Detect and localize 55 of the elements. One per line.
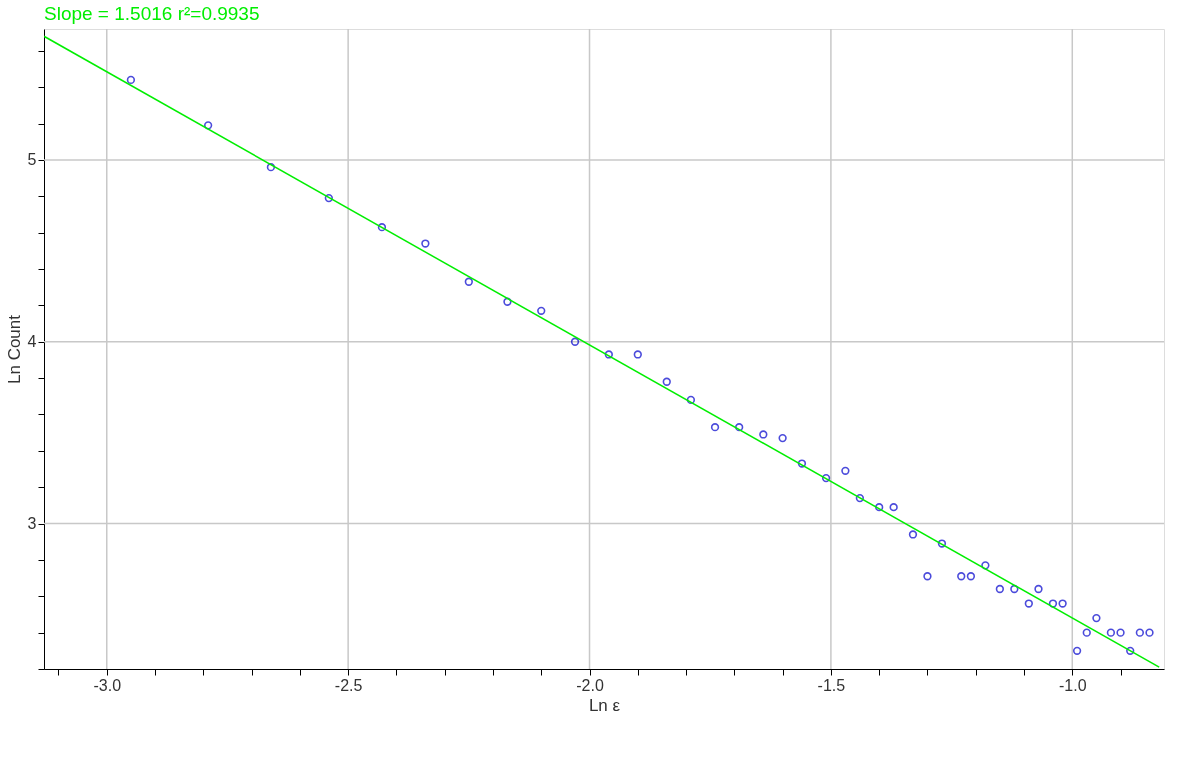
x-tick-label: -1.5 — [817, 676, 846, 694]
point — [1048, 599, 1058, 608]
point — [266, 163, 276, 172]
point — [841, 466, 850, 475]
point — [778, 433, 787, 443]
point — [1082, 628, 1091, 637]
point — [735, 423, 744, 432]
point — [966, 572, 976, 581]
x-tick-label: -2.0 — [576, 676, 604, 694]
point — [1034, 584, 1043, 594]
point — [1092, 613, 1101, 623]
point — [759, 430, 768, 439]
point — [203, 121, 213, 130]
y-tick-label: 3 — [27, 515, 37, 533]
point — [797, 459, 807, 468]
point — [855, 493, 865, 503]
point — [1135, 628, 1145, 637]
point — [1058, 599, 1067, 608]
point — [377, 223, 387, 232]
point — [126, 75, 136, 85]
x-axis-title: Ln ε — [588, 695, 621, 715]
point — [889, 503, 898, 512]
point — [662, 377, 671, 386]
point — [604, 350, 613, 359]
point — [1116, 628, 1125, 637]
point — [1024, 599, 1033, 608]
point — [923, 572, 932, 581]
point — [1145, 628, 1154, 637]
point — [1072, 646, 1082, 655]
x-tick-label: -2.5 — [334, 676, 363, 694]
point — [570, 337, 580, 346]
point — [537, 306, 546, 315]
point — [421, 239, 430, 248]
point — [1010, 584, 1019, 594]
y-axis-title: Ln Count — [4, 314, 24, 384]
point — [503, 297, 512, 306]
point — [995, 584, 1005, 594]
point — [1126, 646, 1135, 655]
point — [633, 350, 642, 359]
point — [937, 539, 947, 548]
point — [821, 473, 831, 483]
chart-title: Slope = 1.5016 r²=0.9935 — [44, 3, 260, 25]
y-tick-label: 4 — [27, 333, 37, 351]
point — [981, 561, 990, 570]
point — [875, 503, 884, 512]
point — [464, 277, 473, 286]
point — [324, 193, 333, 203]
x-tick-label: -3.0 — [93, 676, 122, 694]
point — [1106, 628, 1116, 637]
point — [957, 572, 966, 581]
point — [710, 423, 720, 432]
point — [908, 530, 918, 539]
x-tick-label: -1.0 — [1058, 676, 1087, 694]
y-tick-label: 5 — [27, 151, 37, 169]
point — [686, 395, 696, 405]
